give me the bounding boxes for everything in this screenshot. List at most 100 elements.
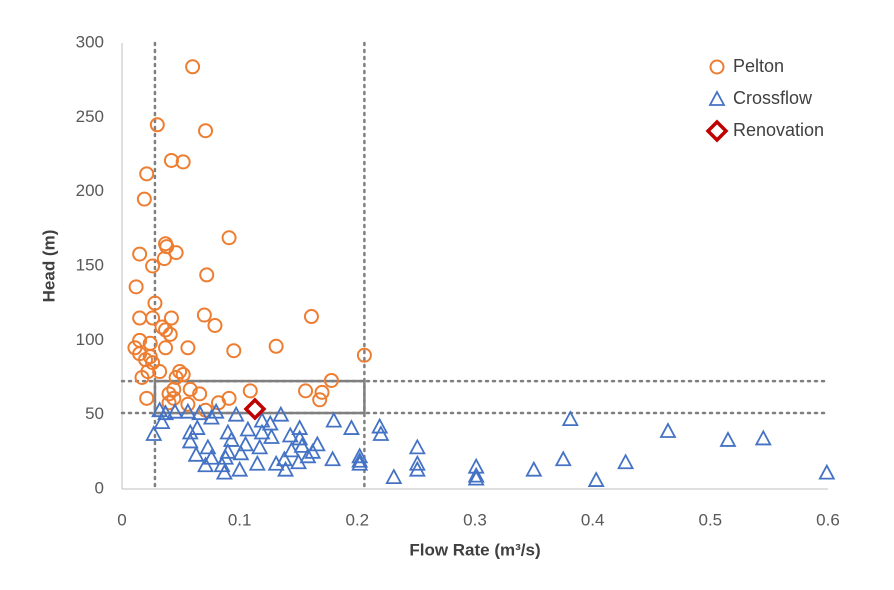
marker [154,319,170,335]
marker [219,423,237,440]
marker [323,372,339,388]
legend-marker [708,90,726,106]
marker [149,117,165,133]
marker [299,447,317,464]
y-tick-label: 300 [76,32,104,51]
marker [161,395,177,411]
marker [181,423,199,440]
marker [147,295,163,311]
marker [239,420,257,437]
marker [161,386,177,402]
marker [166,402,184,419]
marker [248,454,266,471]
legend-marker [705,119,729,143]
marker [242,383,258,399]
marker [166,381,182,397]
marker [268,338,284,354]
marker [207,317,223,333]
marker [222,431,240,447]
marker [202,408,220,425]
marker [128,279,144,295]
marker [226,343,242,359]
marker [202,448,220,465]
marker [175,154,191,170]
marker [754,429,772,446]
marker [281,426,299,443]
marker [408,460,426,477]
marker [289,453,308,470]
marker [351,451,369,468]
marker [385,468,403,485]
y-tick-label: 250 [76,107,104,126]
marker [291,419,309,435]
marker [136,191,152,207]
y-tick-label: 100 [76,330,104,349]
marker [215,463,233,480]
marker [251,438,269,455]
marker [185,59,201,75]
marker [181,432,199,449]
marker [325,411,343,428]
marker [314,384,330,400]
marker [166,390,182,406]
marker [199,267,215,283]
marker [196,307,212,323]
x-tick-label: 0.1 [228,510,252,529]
marker [561,410,579,427]
marker [227,405,245,422]
marker [179,402,197,419]
marker [158,322,174,338]
x-tick-label: 0.6 [816,510,840,529]
x-tick-label: 0.5 [699,510,723,529]
marker [197,456,215,473]
marker [351,454,369,471]
marker [152,364,168,380]
marker [356,347,372,363]
marker [132,246,148,262]
marker [199,438,217,455]
marker [617,453,635,470]
marker [156,251,172,267]
marker [145,425,163,441]
marker [371,417,389,434]
marker [554,450,572,467]
marker [293,436,311,453]
marker [162,326,178,342]
marker [175,367,191,383]
marker [719,431,737,447]
marker [272,405,290,422]
marker [408,454,426,471]
marker [312,392,328,408]
marker [408,438,426,455]
legend-text: Crossflow [733,88,813,108]
marker [139,166,155,182]
marker [587,471,605,487]
marker [659,422,677,438]
marker [324,450,342,467]
marker [180,340,196,356]
y-tick-label: 200 [76,181,104,200]
x-tick-label: 0.3 [463,510,487,529]
marker [267,454,285,471]
marker [134,370,150,385]
marker [192,386,208,402]
marker [153,413,171,429]
marker [231,460,249,477]
marker [253,423,271,440]
marker [157,404,175,421]
marker [158,340,174,356]
marker [163,310,179,326]
marker [298,383,314,399]
y-tick-label: 0 [95,478,104,497]
x-tick-label: 0.2 [346,510,370,529]
x-tick-label: 0.4 [581,510,605,529]
marker [191,404,209,421]
marker [342,419,360,435]
marker [182,381,198,397]
marker [145,258,161,274]
legend-text: Pelton [733,56,784,76]
marker [525,460,543,477]
legend-marker [709,59,725,75]
legend-text: Renovation [733,120,824,140]
